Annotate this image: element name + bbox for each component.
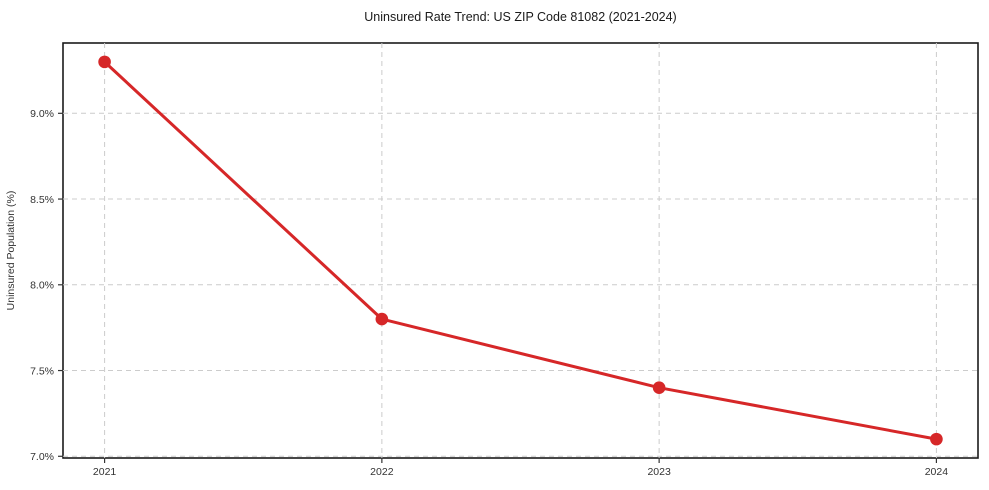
- chart-title: Uninsured Rate Trend: US ZIP Code 81082 …: [364, 10, 676, 24]
- plot-area: 7.0% 7.5% 8.0% 8.5% 9.0% 2021 2022 2023 2024: [30, 42, 979, 478]
- y-tick-label: 8.0%: [30, 280, 54, 292]
- x-tick-label: 2021: [93, 466, 117, 478]
- data-point: [930, 432, 943, 446]
- y-tick-label: 7.0%: [30, 451, 54, 463]
- y-tick-label: 7.5%: [30, 365, 54, 377]
- y-tick-label: 8.5%: [30, 194, 54, 206]
- x-tick-label: 2024: [925, 466, 949, 478]
- x-tick-label: 2023: [647, 466, 671, 478]
- trend-line: [103, 60, 938, 441]
- data-point: [652, 381, 666, 394]
- y-axis-label: Uninsured Population (%): [5, 191, 17, 311]
- y-tick-label: 9.0%: [30, 108, 54, 120]
- data-point: [375, 312, 389, 326]
- data-point: [98, 55, 111, 69]
- plot-border: [62, 42, 979, 459]
- x-tick-label: 2022: [370, 466, 394, 478]
